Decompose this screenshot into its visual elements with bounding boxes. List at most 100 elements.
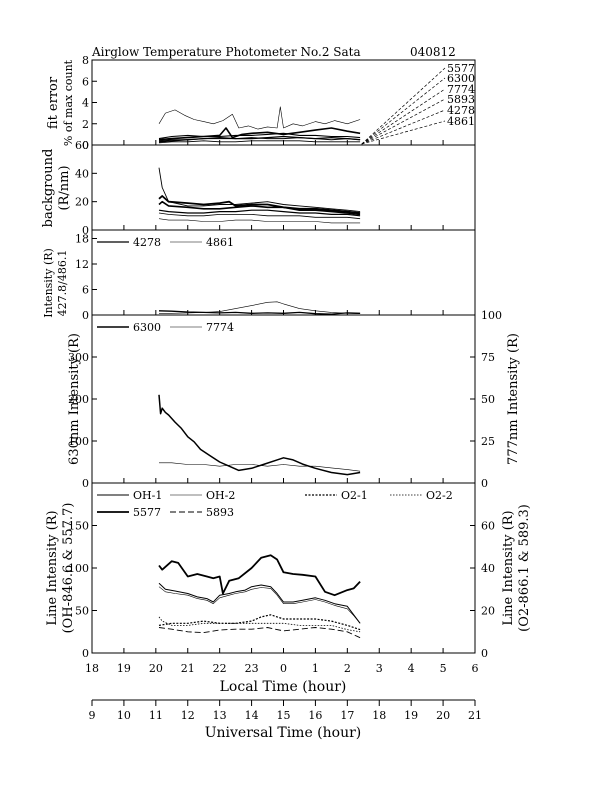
universal-time-tick-label: 21	[468, 709, 482, 722]
universal-time-tick-label: 18	[372, 709, 386, 722]
annotation-label-6300: 6300	[447, 72, 475, 85]
chart-marks: 0246802040600612180100200300025507510005…	[68, 54, 502, 722]
y2-tick-label-p3: 50	[481, 393, 495, 406]
y-tick-label-p0: 8	[82, 54, 89, 67]
annotation-label-4278: 4278	[447, 104, 475, 117]
figure-title: Airglow Temperature Photometer No.2 Sata	[91, 45, 361, 59]
series-line-p2-4278	[158, 310, 361, 315]
legend-label-O2-2: O2-2	[426, 489, 453, 502]
y-tick-label-p2: 6	[82, 284, 89, 297]
local-time-tick-label: 18	[85, 662, 99, 675]
y-tick-label-p0: 0	[82, 139, 89, 152]
background-ylabel-2: (R/nm)	[57, 165, 72, 210]
universal-time-tick-label: 11	[149, 709, 163, 722]
local-time-label: Local Time (hour)	[220, 679, 347, 695]
series-line-p0-7774	[158, 132, 361, 140]
fit-error-ylabel-1: fit error	[46, 76, 61, 129]
annotation-leader-line	[361, 67, 446, 145]
local-time-tick-label: 22	[213, 662, 227, 675]
y-tick-label-p1: 60	[75, 139, 89, 152]
y2-tick-label-p3: 25	[481, 435, 495, 448]
universal-time-label: Universal Time (hour)	[205, 725, 362, 741]
y-tick-label-p1: 20	[75, 196, 89, 209]
y-tick-label-p3: 0	[82, 477, 89, 490]
local-time-tick-label: 20	[149, 662, 163, 675]
legend-label-O2-1: O2-1	[341, 489, 368, 502]
legend-label-7774: 7774	[206, 321, 234, 334]
y-tick-label-p4: 0	[82, 647, 89, 660]
y-tick-label-p4: 150	[68, 520, 89, 533]
series-line-p1-s5	[158, 218, 361, 224]
oh-o2-y2label-2: (O2-866.1 & 589.3)	[517, 504, 532, 632]
series-line-p2-4861	[158, 301, 361, 314]
y-tick-label-p3: 200	[68, 393, 89, 406]
y2-tick-label-p3: 75	[481, 351, 495, 364]
annotation-leader-line	[361, 98, 446, 145]
y-tick-label-p4: 100	[68, 562, 89, 575]
y-tick-label-p0: 4	[82, 97, 89, 110]
y2-tick-label-p3: 100	[481, 309, 502, 322]
local-time-tick-label: 3	[376, 662, 383, 675]
y-tick-label-p3: 100	[68, 435, 89, 448]
series-line-p0-4278	[158, 137, 361, 142]
legend-label-5893: 5893	[206, 506, 234, 519]
figure-date: 040812	[410, 45, 456, 59]
series-line-p4-5893	[158, 627, 361, 639]
series-line-p1-s1	[158, 167, 361, 213]
series-line-p4-OH-2	[158, 586, 361, 624]
y-tick-label-p2: 12	[75, 258, 89, 271]
annotation-label-4861: 4861	[447, 115, 475, 128]
legend-label-OH-1: OH-1	[133, 489, 162, 502]
blue-lines-ylabel-1: Intensity (R)	[42, 248, 55, 318]
annotation-leader-line	[361, 77, 446, 145]
annotation-label-5893: 5893	[447, 93, 475, 106]
universal-time-tick-label: 16	[308, 709, 322, 722]
legend-label-5577: 5577	[133, 506, 161, 519]
local-time-tick-label: 5	[440, 662, 447, 675]
y-tick-label-p2: 0	[82, 309, 89, 322]
series-line-p4-O2-1	[158, 614, 361, 631]
universal-time-tick-label: 12	[181, 709, 195, 722]
annotation-leader-line	[361, 120, 446, 145]
fit-error-ylabel-2: % of max count	[62, 59, 75, 146]
universal-time-tick-label: 14	[245, 709, 259, 722]
oh-o2-ylabel-2: (OH-846.6 & 557.7)	[61, 503, 76, 634]
annotation-label-7774: 7774	[447, 83, 475, 96]
local-time-tick-label: 2	[344, 662, 351, 675]
series-line-p3-7774	[159, 462, 361, 472]
y2-tick-label-p4: 40	[481, 562, 495, 575]
series-line-p1-s0	[158, 195, 361, 214]
series-line-p4-O2-2	[158, 616, 361, 633]
y-tick-label-p1: 0	[82, 224, 89, 237]
local-time-tick-label: 19	[117, 662, 131, 675]
universal-time-tick-label: 17	[340, 709, 354, 722]
red-lines-y2label: 777nm Intensity (R)	[506, 333, 521, 465]
universal-time-tick-label: 9	[89, 709, 96, 722]
annotation-leader-line	[361, 88, 446, 145]
local-time-tick-label: 21	[181, 662, 195, 675]
series-line-p4-5577	[158, 554, 361, 597]
local-time-tick-label: 1	[312, 662, 319, 675]
series-line-p0-5577	[158, 127, 361, 141]
series-line-p1-s3	[158, 209, 361, 217]
series-line-p1-s2	[158, 200, 361, 216]
series-line-p1-s4	[158, 212, 361, 220]
annotation-label-5577: 5577	[447, 62, 475, 75]
y-tick-label-p0: 2	[82, 118, 89, 131]
universal-time-tick-label: 13	[213, 709, 227, 722]
universal-time-tick-label: 15	[277, 709, 291, 722]
local-time-tick-label: 4	[408, 662, 415, 675]
legend-label-4861: 4861	[206, 236, 234, 249]
red-lines-ylabel: 630nm Intensity (R)	[67, 333, 82, 465]
series-line-p0-4861	[158, 106, 361, 130]
y-tick-label-p0: 6	[82, 75, 89, 88]
legend-label-6300: 6300	[133, 321, 161, 334]
legend-label-4278: 4278	[133, 236, 161, 249]
series-line-p3-6300	[158, 394, 361, 476]
y2-tick-label-p4: 60	[481, 520, 495, 533]
local-time-tick-label: 0	[280, 662, 287, 675]
annotation-leader-line	[361, 109, 446, 145]
series-line-p0-5893	[158, 140, 361, 144]
blue-lines-ylabel-2: 427.8/486.1	[56, 250, 69, 317]
universal-time-tick-label: 10	[117, 709, 131, 722]
